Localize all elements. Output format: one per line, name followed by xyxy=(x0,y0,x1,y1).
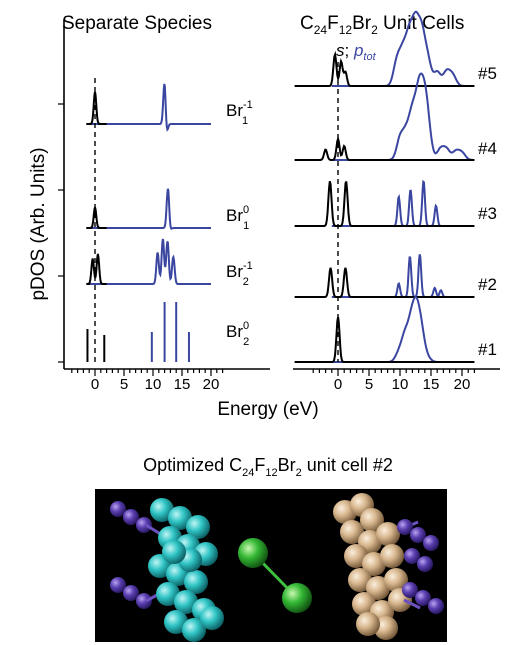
left-tick-label: 10 xyxy=(145,376,162,393)
right-tick-label: 0 xyxy=(334,376,342,393)
bromine-atom-left xyxy=(136,517,152,533)
left-tick-label: 0 xyxy=(91,376,99,393)
cell-label-5: #5 xyxy=(478,64,497,83)
bond-right-2 xyxy=(403,598,421,610)
right-cell-labels: #5 #4 #3 #2 #1 xyxy=(478,64,497,359)
fluorine-atom-right xyxy=(397,519,413,535)
left-panel-title: Separate Species xyxy=(62,13,212,34)
carbon-atom-cyan xyxy=(184,570,208,594)
left-tick-label: 20 xyxy=(203,376,220,393)
right-x-ticks xyxy=(312,369,475,376)
fluorine-atom-left xyxy=(110,577,126,593)
x-axis-label: Energy (eV) xyxy=(217,399,318,420)
cell-label-3: #3 xyxy=(478,204,497,223)
carbon-atom-cyan xyxy=(164,610,188,634)
fluorine-atom-left xyxy=(136,593,152,609)
right-s-series-line xyxy=(294,180,475,227)
left-x-ticks xyxy=(71,369,224,376)
cell-label-2: #2 xyxy=(478,275,497,294)
right-tick-label: 5 xyxy=(365,376,373,393)
right-panel-axes xyxy=(293,368,500,376)
left-p-series-line xyxy=(89,83,211,132)
carbon-atom-cyan xyxy=(174,590,198,614)
right-p-series-line xyxy=(331,295,475,363)
right-p-series-line xyxy=(331,179,475,227)
y-axis-label: pDOS (Arb. Units) xyxy=(28,147,49,300)
fluorine-atom-right xyxy=(404,548,420,564)
right-s-series-line xyxy=(294,267,475,298)
left-tick-label: 5 xyxy=(120,376,128,393)
carbon-atom-cyan xyxy=(168,506,192,530)
carbon-atom-tan xyxy=(352,592,376,616)
carbon-atom-tan xyxy=(376,522,400,546)
fluorine-atom-right xyxy=(410,527,426,543)
carbon-atom-tan xyxy=(380,544,404,568)
right-tick-label: 20 xyxy=(454,376,471,393)
bromine-atom-right xyxy=(402,582,418,598)
left-panel-axes xyxy=(58,19,270,376)
cell-label-4: #4 xyxy=(478,139,497,158)
fluorine-atom-right xyxy=(417,556,433,572)
carbon-atom-tan xyxy=(366,576,390,600)
fluorine-atom-left xyxy=(123,585,139,601)
bromine-atom-left xyxy=(110,501,126,517)
bromine-atom-right xyxy=(415,590,431,606)
right-tick-label: 10 xyxy=(392,376,409,393)
carbon-atom-tan xyxy=(384,568,408,592)
molecular-structure-image xyxy=(95,489,447,642)
left-s-series-line xyxy=(86,253,107,285)
carbon-atom-tan xyxy=(360,508,384,532)
carbon-atom-tan xyxy=(362,552,386,576)
right-s-series-line xyxy=(294,316,475,363)
pdos-traces: 0 5 10 15 20 0 5 10 15 20 xyxy=(86,10,475,393)
left-p-series-line xyxy=(89,238,211,285)
carbon-atom-cyan xyxy=(162,540,186,564)
carbon-atom-tan xyxy=(340,520,364,544)
species-label-br1-0: Br0 1 xyxy=(226,204,249,232)
carbon-atom-cyan xyxy=(156,582,180,606)
carbon-atom-tan xyxy=(348,568,372,592)
bromine-atom-left xyxy=(123,509,139,525)
carbon-atom-tan xyxy=(374,616,398,640)
right-tick-label: 15 xyxy=(423,376,440,393)
fluorine-atom-right xyxy=(423,535,439,551)
series-annotation: s; ptot xyxy=(336,41,377,63)
bromine-atom-green xyxy=(238,538,268,568)
species-label-br2-0: Br0 2 xyxy=(226,320,249,348)
right-s-series-line xyxy=(294,50,475,87)
carbon-atom-cyan xyxy=(186,515,210,539)
carbon-atom-tan xyxy=(344,544,368,568)
species-label-br2-minus1: Br-1 2 xyxy=(226,260,253,288)
molecule-atoms xyxy=(110,493,444,642)
species-label-br1-minus1: Br-1 1 xyxy=(226,99,253,127)
right-panel-title: C24F12Br2 Unit Cells xyxy=(300,13,464,37)
carbon-atom-tan xyxy=(356,612,380,636)
left-p-series-line xyxy=(89,188,211,230)
carbon-atom-cyan xyxy=(200,606,224,630)
bromine-atom-green xyxy=(282,583,312,613)
left-s-series-line xyxy=(86,91,107,125)
right-p-series-line xyxy=(331,254,475,298)
left-species-labels: Br-1 1 Br0 1 Br-1 2 Br0 2 xyxy=(226,99,253,348)
cell-label-1: #1 xyxy=(478,340,497,359)
carbon-atom-cyan xyxy=(182,618,206,642)
carbon-atom-cyan xyxy=(150,498,174,522)
right-s-series-line xyxy=(294,135,475,161)
bromine-atom-right xyxy=(428,598,444,614)
structure-caption: Optimized C24F12Br2 unit cell #2 xyxy=(143,455,393,479)
left-s-series-line xyxy=(86,206,107,229)
left-tick-label: 15 xyxy=(174,376,191,393)
